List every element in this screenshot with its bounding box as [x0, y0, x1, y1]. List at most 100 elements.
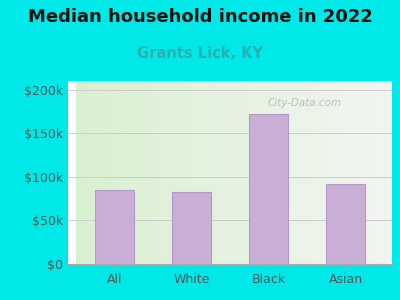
Bar	[392, 81, 395, 264]
Bar	[260, 81, 263, 264]
Bar	[180, 81, 183, 264]
Bar	[232, 81, 235, 264]
Bar	[166, 81, 170, 264]
Bar	[142, 81, 145, 264]
Bar	[319, 81, 322, 264]
Bar	[149, 81, 152, 264]
Bar	[110, 81, 114, 264]
Bar	[398, 81, 400, 264]
Bar	[291, 81, 294, 264]
Bar	[159, 81, 162, 264]
Bar	[315, 81, 319, 264]
Bar	[183, 81, 187, 264]
Bar	[239, 81, 242, 264]
Bar	[173, 81, 176, 264]
Bar	[350, 81, 354, 264]
Bar	[235, 81, 239, 264]
Bar	[204, 81, 208, 264]
Bar	[225, 81, 228, 264]
Bar	[131, 81, 135, 264]
Bar	[117, 81, 121, 264]
Text: Median household income in 2022: Median household income in 2022	[28, 8, 372, 26]
Bar	[288, 81, 291, 264]
Bar	[172, 192, 211, 264]
Bar	[114, 81, 117, 264]
Bar	[277, 81, 280, 264]
Bar	[280, 81, 284, 264]
Bar	[305, 81, 308, 264]
Bar	[246, 81, 249, 264]
Bar	[357, 81, 360, 264]
Bar	[371, 81, 374, 264]
Bar	[367, 81, 371, 264]
Bar	[86, 81, 90, 264]
Bar	[374, 81, 378, 264]
Bar	[107, 81, 110, 264]
Bar	[242, 81, 246, 264]
Bar	[322, 81, 326, 264]
Bar	[388, 81, 392, 264]
Bar	[211, 81, 214, 264]
Bar	[312, 81, 315, 264]
Bar	[336, 81, 340, 264]
Bar	[263, 81, 267, 264]
Bar	[135, 81, 138, 264]
Bar	[249, 114, 288, 264]
Bar	[343, 81, 346, 264]
Bar	[197, 81, 201, 264]
Bar	[96, 81, 100, 264]
Text: City-Data.com: City-Data.com	[268, 98, 342, 108]
Bar	[156, 81, 159, 264]
Bar	[308, 81, 312, 264]
Bar	[138, 81, 142, 264]
Bar	[104, 81, 107, 264]
Text: Grants Lick, KY: Grants Lick, KY	[137, 46, 263, 62]
Bar	[162, 81, 166, 264]
Bar	[360, 81, 364, 264]
Bar	[90, 81, 93, 264]
Bar	[194, 81, 197, 264]
Bar	[329, 81, 333, 264]
Bar	[187, 81, 190, 264]
Bar	[298, 81, 301, 264]
Bar	[76, 81, 79, 264]
Bar	[274, 81, 277, 264]
Bar	[176, 81, 180, 264]
Bar	[346, 81, 350, 264]
Bar	[228, 81, 232, 264]
Bar	[395, 81, 398, 264]
Bar	[128, 81, 131, 264]
Bar	[249, 81, 253, 264]
Bar	[333, 81, 336, 264]
Bar	[79, 81, 83, 264]
Bar	[121, 81, 124, 264]
Bar	[253, 81, 256, 264]
Bar	[214, 81, 218, 264]
Bar	[170, 81, 173, 264]
Bar	[326, 184, 365, 264]
Bar	[152, 81, 156, 264]
Bar	[340, 81, 343, 264]
Bar	[267, 81, 270, 264]
Bar	[385, 81, 388, 264]
Bar	[381, 81, 385, 264]
Bar	[284, 81, 288, 264]
Bar	[100, 81, 104, 264]
Bar	[218, 81, 222, 264]
Bar	[256, 81, 260, 264]
Bar	[294, 81, 298, 264]
Bar	[124, 81, 128, 264]
Bar	[93, 81, 96, 264]
Bar	[208, 81, 211, 264]
Bar	[222, 81, 225, 264]
Bar	[145, 81, 149, 264]
Bar	[95, 190, 134, 264]
Bar	[301, 81, 305, 264]
Bar	[270, 81, 274, 264]
Bar	[364, 81, 367, 264]
Bar	[378, 81, 381, 264]
Bar	[83, 81, 86, 264]
Bar	[326, 81, 329, 264]
Bar	[190, 81, 194, 264]
Bar	[354, 81, 357, 264]
